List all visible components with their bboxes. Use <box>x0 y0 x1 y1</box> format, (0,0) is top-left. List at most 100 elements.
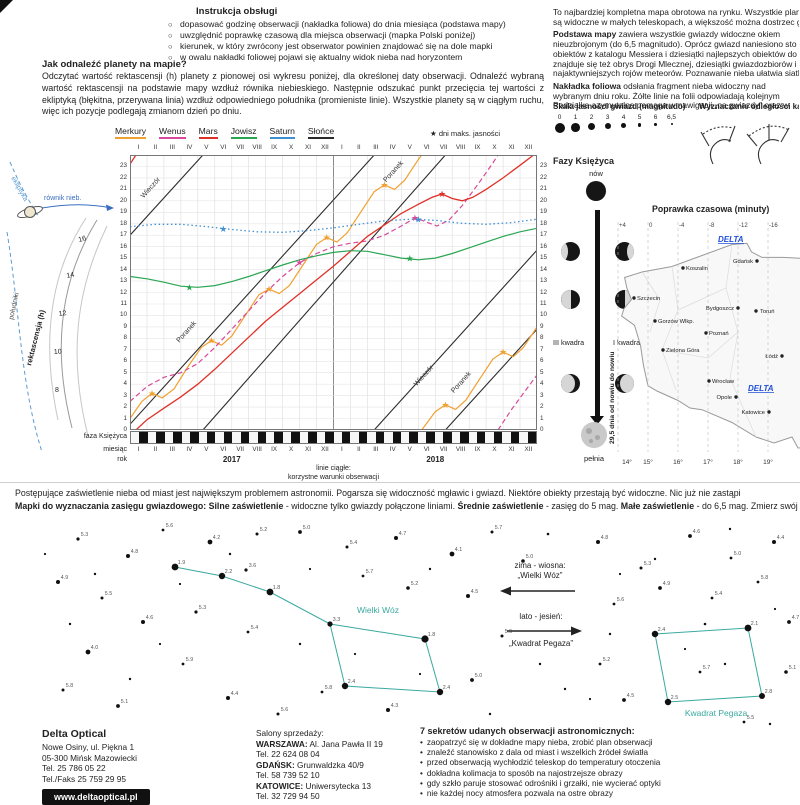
sales-phone: Tel. 58 739 52 10 <box>256 770 320 780</box>
phase-strip-cell <box>384 432 393 443</box>
ra-axis-label: 1 <box>123 414 127 422</box>
star-magnitude-label: 5.2 <box>603 657 610 663</box>
star <box>787 620 791 624</box>
star <box>76 537 80 541</box>
sales-phone: Tel. 22 624 08 04 <box>256 749 320 759</box>
star-magnitude-label: 4.7 <box>792 615 799 621</box>
ecliptic-arc <box>9 161 39 217</box>
phase-strip-cell <box>358 432 368 443</box>
phase-strip-cell <box>325 432 334 443</box>
sun-line-label: Poranek <box>382 159 405 183</box>
ra-axis-label: 19 <box>540 208 548 216</box>
month-label: IX <box>271 144 278 151</box>
magnitude-scale-title: Skala jasności gwiazd (magnitudo) <box>553 102 686 111</box>
month-label: VIII <box>252 446 262 453</box>
ra-axis-label: 4 <box>123 380 127 388</box>
legend-item: Saturn <box>269 126 295 139</box>
poland-outline <box>621 242 800 449</box>
max-brightness-star: ★ <box>265 284 273 294</box>
star-magnitude-label: 3.6 <box>249 563 256 569</box>
star-magnitude-label: 5.5 <box>747 715 754 721</box>
observation-secrets: 7 sekretów udanych obserwacji astronomic… <box>420 726 798 800</box>
star-magnitude-label: 5.3 <box>199 605 206 611</box>
month-label: XI <box>508 144 515 151</box>
star <box>598 662 602 666</box>
max-brightness-star: ★ <box>207 336 215 346</box>
waxing-gibbous-icon <box>615 374 634 393</box>
ra-axis-label: 5 <box>123 368 127 376</box>
section-divider <box>0 482 800 483</box>
star <box>639 566 643 570</box>
city-label: Wrocław <box>712 379 735 385</box>
star-magnitude-label: 4.8 <box>131 549 138 555</box>
company-address: Nowe Osiny, ul. Piękna 1 <box>42 742 135 752</box>
star-magnitude-label: 5.6 <box>617 597 624 603</box>
month-label: VIII <box>252 144 262 151</box>
region-border <box>677 287 727 311</box>
star <box>158 642 162 646</box>
star-magnitude-label: 5.3 <box>644 561 651 567</box>
star <box>664 698 672 706</box>
phase-strip-cell <box>257 432 266 443</box>
max-brightness-star: ★ <box>411 213 419 223</box>
phase-strip-cell <box>249 432 258 443</box>
new-moon-label: nów <box>589 169 603 178</box>
star <box>56 580 60 584</box>
star <box>276 712 280 716</box>
phase-strip-cell <box>426 432 435 443</box>
phase-strip-cell <box>181 432 191 443</box>
star <box>394 536 398 540</box>
city-label: Gdańsk <box>733 259 753 265</box>
star <box>651 630 659 638</box>
month-label: XII <box>321 446 329 453</box>
text-line: najaktywniejszych rojów meteorów. Poznaw… <box>553 69 799 79</box>
month-label: VI <box>423 446 430 453</box>
sales-phone: Tel. 32 729 94 50 <box>256 791 320 801</box>
star <box>710 596 714 600</box>
ra-axis-label: 20 <box>119 196 127 204</box>
year-label: 2017 <box>222 455 241 464</box>
star <box>100 596 104 600</box>
series-Wenus <box>130 155 499 402</box>
instruction-item: w owalu nakładki foliowej pojawi się akt… <box>168 52 545 63</box>
max-brightness-star: ★ <box>185 282 193 292</box>
ra-axis-label: 10 <box>119 311 127 319</box>
star <box>596 540 600 544</box>
ra-axis-label: 9 <box>540 322 544 330</box>
month-label: IX <box>474 446 481 453</box>
star <box>622 698 626 702</box>
star <box>608 632 612 636</box>
time-correction-label: -16 <box>769 223 778 229</box>
ra-axis-label: 6 <box>123 357 127 365</box>
new-moon-icon <box>586 181 606 201</box>
text-line: To najbardziej kompletna mapa obrotowa n… <box>553 8 799 17</box>
phase-strip-cell <box>460 432 469 443</box>
month-label: V <box>204 446 209 453</box>
instruction-item: dopasować godzinę obserwacji (nakładka f… <box>168 19 545 30</box>
star <box>298 530 302 534</box>
star-magnitude-label: 5.6 <box>166 523 173 529</box>
summer-season-label: lato - jesień: <box>519 612 562 621</box>
month-label: VII <box>236 446 245 453</box>
star-magnitude-label: 2.8 <box>765 689 772 695</box>
series-Slonce-B <box>130 155 204 236</box>
ra-axis-right: 0 1 2 3 4 5 6 7 8 9 10 11 12 13 14 15 16 17 18 19 20 21 22 23 <box>540 0 554 800</box>
meridian-arc <box>49 217 87 421</box>
year-label: 2018 <box>426 455 445 464</box>
time-correction-label: -8 <box>709 223 715 229</box>
ra-axis-label: 9 <box>123 322 127 330</box>
star-magnitude-label: 4.1 <box>455 547 462 553</box>
max-brightness-star: ★ <box>296 258 304 268</box>
star <box>116 704 120 708</box>
equator-arrowhead-icon <box>106 204 114 211</box>
star <box>161 528 165 532</box>
magnitude-step: 1 <box>569 114 582 133</box>
celestial-sphere-diagram: ekliptyka równik nieb. 16 14 12 10 8 poł… <box>6 161 114 453</box>
phase-strip-cell <box>519 432 528 443</box>
star-magnitude-label: 4.7 <box>399 531 406 537</box>
max-brightness-star: ★ <box>323 233 331 243</box>
big-dipper-label: Wielki Wóz <box>357 605 399 615</box>
region-border <box>661 331 739 359</box>
text-line: Nakładka foliowa odsłania fragment nieba… <box>553 81 766 91</box>
sales-offices: Salony sprzedaży: WARSZAWA: Al. Jana Paw… <box>256 728 416 802</box>
